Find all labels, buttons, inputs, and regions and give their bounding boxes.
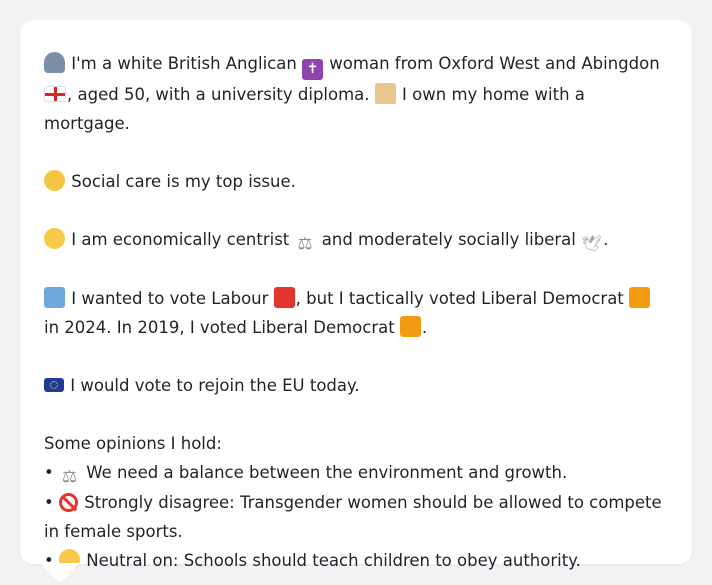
bullet: • [44,493,54,512]
orange-square-icon [399,316,421,337]
ideology-paragraph: I am economically centrist ⚖ and moderat… [44,225,668,255]
vote-text-3: in 2024. In 2019, I voted Liberal Democr… [44,318,395,337]
red-square-icon [273,287,295,308]
balance-scale-icon: ⚖ [61,467,78,487]
persona-message-card: I'm a white British Anglican ✝ woman fro… [20,20,692,570]
opinion-text: We need a balance between the environmen… [86,463,568,482]
intro-text-1: I'm a white British Anglican [71,54,297,73]
thinking-face-icon [44,228,65,249]
prohibited-icon [58,493,78,512]
opinion-text: Neutral on: Schools should teach childre… [86,551,581,570]
opinion-text: Strongly disagree: Transgender women sho… [44,493,662,541]
eu-paragraph: I would vote to rejoin the EU today. [44,371,668,400]
list-item: • Strongly disagree: Transgender women s… [44,488,668,546]
england-flag-icon [44,86,66,102]
vote-text-2: , but I tactically voted Liberal Democra… [295,289,624,308]
intro-text-2: woman from Oxford West and Abingdon [329,54,660,73]
vote-paragraph: I wanted to vote Labour , but I tactical… [44,284,668,342]
ideology-text-2: and moderately socially liberal [321,230,576,249]
top-issue-text: Social care is my top issue. [71,172,296,191]
dove-icon: 🕊 [581,234,602,253]
eu-text: I would vote to rejoin the EU today. [70,376,360,395]
person-silhouette-icon [44,52,65,73]
house-icon [374,83,396,104]
eu-flag-icon [44,378,64,392]
list-item: • ⚖ We need a balance between the enviro… [44,458,668,488]
message-tail [40,563,80,583]
top-issue-paragraph: Social care is my top issue. [44,167,668,196]
ideology-text-1: I am economically centrist [71,230,290,249]
vote-text-4: . [421,318,428,337]
intro-text-4: I own my home with a mortgage. [44,85,585,133]
opinions-heading: Some opinions I hold: [44,434,222,453]
ideology-text-3: . [603,230,609,249]
balance-scale-icon: ⚖ [297,234,313,254]
ballot-box-icon [44,287,65,308]
orange-square-icon [629,287,651,308]
vote-text-1: I wanted to vote Labour [71,289,269,308]
intro-paragraph: I'm a white British Anglican ✝ woman fro… [44,49,668,138]
latin-cross-icon: ✝ [302,59,324,80]
bullet: • [44,463,54,482]
intro-text-3: , aged 50, with a university diploma. [67,85,370,104]
list-item: • Neutral on: Schools should teach child… [44,546,668,575]
opinions-list: • ⚖ We need a balance between the enviro… [44,458,668,575]
handshake-icon [44,170,65,191]
bullet: • [44,551,54,570]
